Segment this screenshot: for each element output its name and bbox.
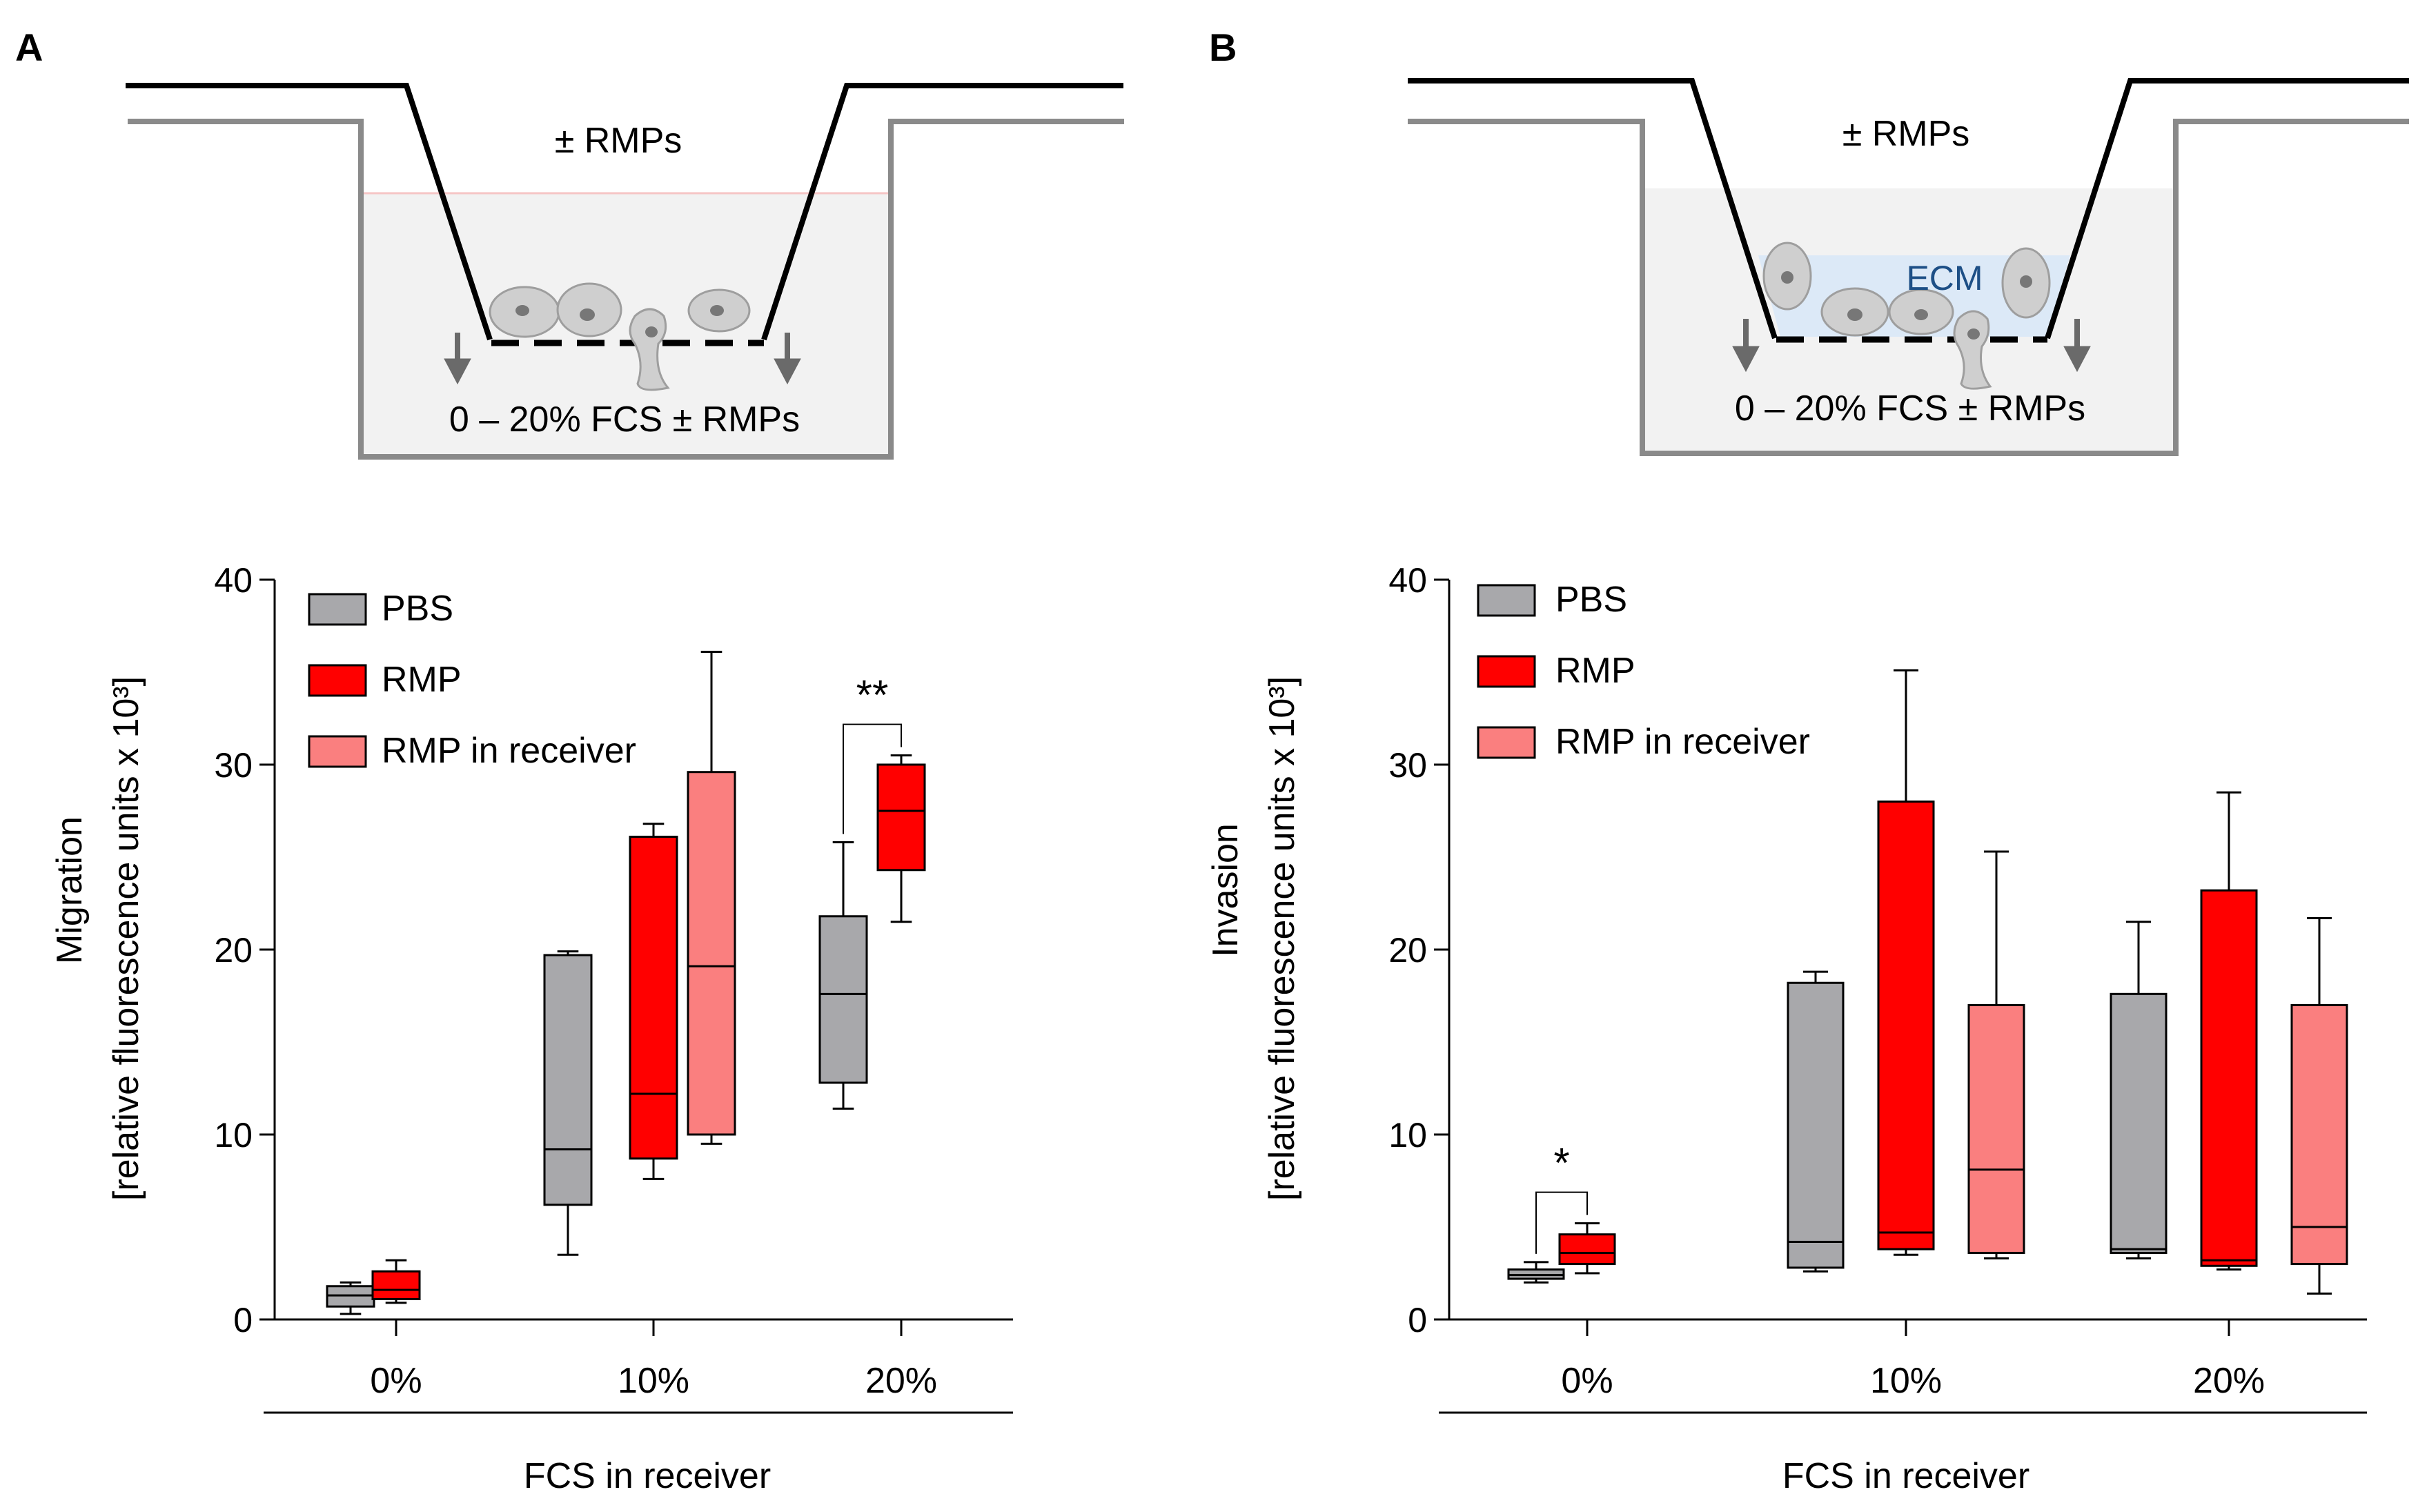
panel-b-chart: Invasion [relative fluorescence units x … — [1206, 561, 2367, 1496]
box-rmp — [629, 836, 678, 1160]
panel-a-schematic: A ± RMPs 0 – 20% FCS ± RMPs — [15, 26, 1124, 460]
panel-b-bottom-label: 0 – 20% FCS ± RMPs — [1735, 389, 2085, 429]
x-tick-label: 0% — [370, 1361, 422, 1401]
legend-label: RMP — [1555, 651, 1635, 691]
y-tick-label: 40 — [214, 561, 253, 600]
x-tick-label: 20% — [865, 1361, 937, 1401]
box-rmp-in-receiver — [2290, 1003, 2348, 1266]
x-tick-label: 0% — [1561, 1361, 1613, 1401]
y-tick-label: 0 — [233, 1301, 253, 1339]
panel-a-xlabel: FCS in receiver — [524, 1456, 771, 1496]
arrow-down-icon — [774, 358, 801, 385]
panel-a-insert-left-wall — [126, 83, 493, 341]
panel-b-flow-arrows — [1732, 319, 2091, 373]
legend-label: RMP in receiver — [1555, 722, 1810, 762]
legend-label: RMP — [382, 660, 462, 700]
panel-a-top-label: ± RMPs — [555, 121, 682, 161]
panel-a-flow-arrows — [444, 333, 801, 385]
panel-a-letter: A — [15, 26, 43, 69]
cell-nucleus-icon — [1781, 271, 1793, 284]
cell-nucleus-icon — [515, 305, 529, 316]
y-tick-label: 0 — [1408, 1301, 1427, 1339]
x-tick-label: 20% — [2193, 1361, 2265, 1401]
cell-nucleus-icon — [2020, 275, 2032, 288]
y-tick-label: 20 — [214, 931, 253, 970]
x-tick-label: 10% — [618, 1361, 689, 1401]
panel-b-schematic: B ECM ± RMPs 0 – 20% FCS ± RMP — [1209, 26, 2409, 456]
significance-bracket — [843, 723, 902, 834]
cell-nucleus-icon — [645, 326, 658, 337]
panel-b-xlabel: FCS in receiver — [1782, 1456, 2029, 1496]
cell-icon — [1953, 310, 1992, 390]
panel-b-insert-left-wall — [1408, 78, 1778, 340]
box-pbs — [818, 915, 868, 1084]
cell-nucleus-icon — [580, 308, 595, 321]
y-tick-label: 20 — [1388, 931, 1427, 970]
box-rmp — [1558, 1233, 1616, 1266]
box-rmp-in-receiver — [687, 771, 736, 1136]
legend-label: PBS — [382, 589, 453, 629]
panel-a-ylabel-line1: Migration — [50, 816, 90, 964]
legend-swatch — [308, 735, 367, 768]
box-pbs — [2110, 992, 2168, 1255]
arrow-down-icon — [2063, 346, 2091, 373]
arrow-down-icon — [1732, 346, 1760, 373]
legend-swatch — [1477, 655, 1536, 688]
box-rmp — [371, 1270, 421, 1301]
panel-b-letter: B — [1209, 26, 1237, 69]
legend-swatch — [308, 593, 367, 626]
panel-b-insert-right-wall — [2045, 78, 2409, 340]
box-rmp — [876, 763, 926, 872]
legend-swatch — [308, 664, 367, 697]
significance-label: * — [1553, 1140, 1569, 1186]
legend-swatch — [1477, 726, 1536, 759]
cell-nucleus-icon — [1847, 308, 1862, 321]
cell-nucleus-icon — [1967, 328, 1980, 340]
box-rmp — [2200, 889, 2258, 1267]
panel-b-ylabel-line1: Invasion — [1206, 823, 1246, 957]
cell-nucleus-icon — [1914, 309, 1928, 320]
box-rmp-in-receiver — [1967, 1003, 2025, 1255]
box-pbs — [543, 954, 593, 1206]
legend-label: RMP in receiver — [382, 731, 636, 771]
panel-b-cells — [1762, 242, 2051, 390]
y-tick-label: 10 — [214, 1116, 253, 1155]
y-tick-label: 30 — [1388, 746, 1427, 785]
y-tick-label: 10 — [1388, 1116, 1427, 1155]
panel-b-ylabel-line2: [relative fluorescence units x 10³] — [1262, 676, 1302, 1201]
y-tick-label: 30 — [214, 746, 253, 785]
x-tick-label: 10% — [1870, 1361, 1942, 1401]
y-tick-label: 40 — [1388, 561, 1427, 600]
panel-b-top-label: ± RMPs — [1842, 114, 1970, 154]
panel-a-chart: Migration [relative fluorescence units x… — [50, 561, 1013, 1496]
legend-label: PBS — [1555, 580, 1627, 620]
panel-a-receiver-well — [128, 119, 1124, 460]
legend-swatch — [1477, 584, 1536, 617]
arrow-down-icon — [444, 358, 471, 385]
cell-icon — [629, 308, 670, 391]
box-rmp — [1877, 801, 1935, 1250]
panel-a-ylabel-line2: [relative fluorescence units x 10³] — [106, 676, 146, 1201]
box-pbs — [1787, 981, 1845, 1269]
panel-b-receiver-well — [1408, 119, 2409, 456]
panel-a-medium — [364, 193, 888, 454]
panel-b-ecm-label: ECM — [1906, 259, 1983, 297]
panel-a-insert-right-wall — [761, 83, 1123, 341]
cell-nucleus-icon — [710, 305, 724, 316]
significance-bracket — [1535, 1191, 1588, 1254]
significance-label: ** — [856, 672, 889, 718]
panel-a-bottom-label: 0 – 20% FCS ± RMPs — [449, 400, 800, 440]
